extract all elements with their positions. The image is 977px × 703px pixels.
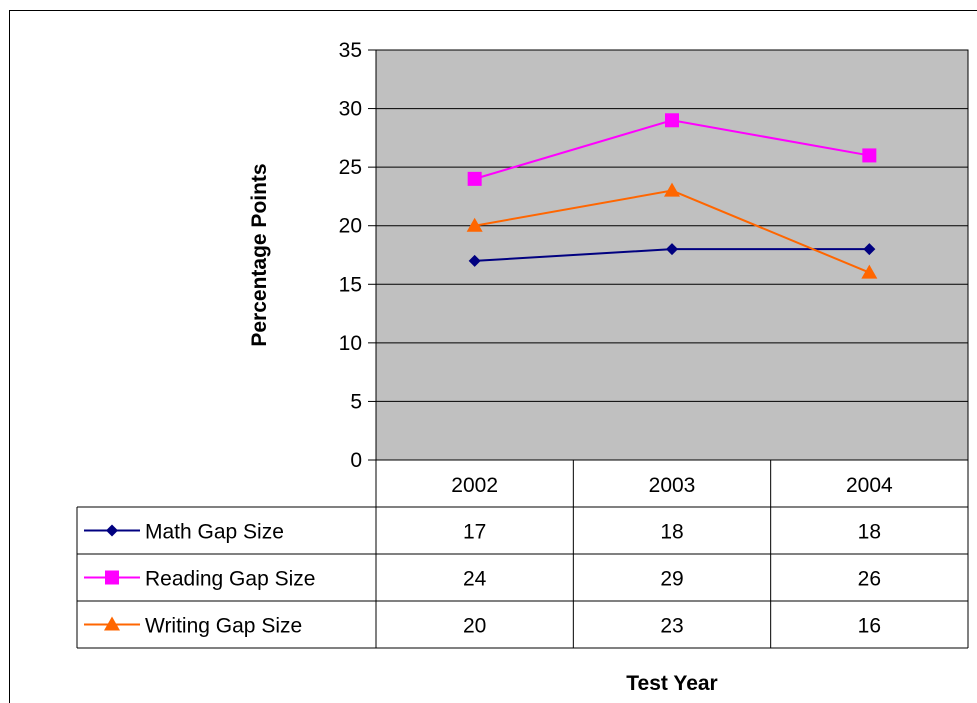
y-tick-label: 0 bbox=[350, 449, 362, 472]
chart-frame bbox=[9, 10, 977, 703]
x-category-label: 2004 bbox=[846, 474, 893, 497]
x-category-label: 2003 bbox=[649, 474, 696, 497]
data-point bbox=[664, 182, 680, 197]
x-category-label: 2002 bbox=[451, 474, 498, 497]
data-table-value: 29 bbox=[660, 568, 683, 591]
y-tick-label: 20 bbox=[339, 215, 362, 238]
data-point bbox=[467, 171, 482, 186]
legend-series-name: Math Gap Size bbox=[145, 521, 284, 544]
legend-series-name: Writing Gap Size bbox=[145, 615, 302, 638]
y-tick-label: 15 bbox=[339, 273, 362, 296]
data-table-value: 18 bbox=[858, 521, 881, 544]
data-table-value: 26 bbox=[858, 568, 881, 591]
data-table-value: 24 bbox=[463, 568, 487, 591]
x-axis-title: Test Year bbox=[626, 672, 717, 695]
y-tick-label: 30 bbox=[339, 98, 362, 121]
legend-key-marker bbox=[104, 616, 120, 631]
data-point bbox=[862, 148, 877, 163]
data-table-value: 20 bbox=[463, 615, 486, 638]
y-tick-label: 25 bbox=[339, 156, 362, 179]
data-point bbox=[665, 113, 679, 128]
data-point bbox=[863, 243, 876, 256]
legend-key-marker bbox=[106, 524, 118, 537]
data-point bbox=[468, 254, 481, 267]
data-point bbox=[666, 243, 678, 256]
y-tick-label: 10 bbox=[339, 332, 362, 355]
data-point bbox=[466, 217, 483, 232]
y-tick-label: 5 bbox=[350, 390, 362, 413]
data-table-value: 18 bbox=[660, 521, 683, 544]
legend-series-name: Reading Gap Size bbox=[145, 568, 315, 591]
data-table-value: 17 bbox=[463, 521, 486, 544]
y-tick-label: 35 bbox=[339, 39, 362, 62]
legend-key-marker bbox=[105, 570, 119, 585]
data-table-value: 16 bbox=[858, 615, 881, 638]
data-point bbox=[861, 264, 878, 279]
y-axis-title: Percentage Points bbox=[248, 163, 271, 346]
data-table-value: 23 bbox=[660, 615, 683, 638]
